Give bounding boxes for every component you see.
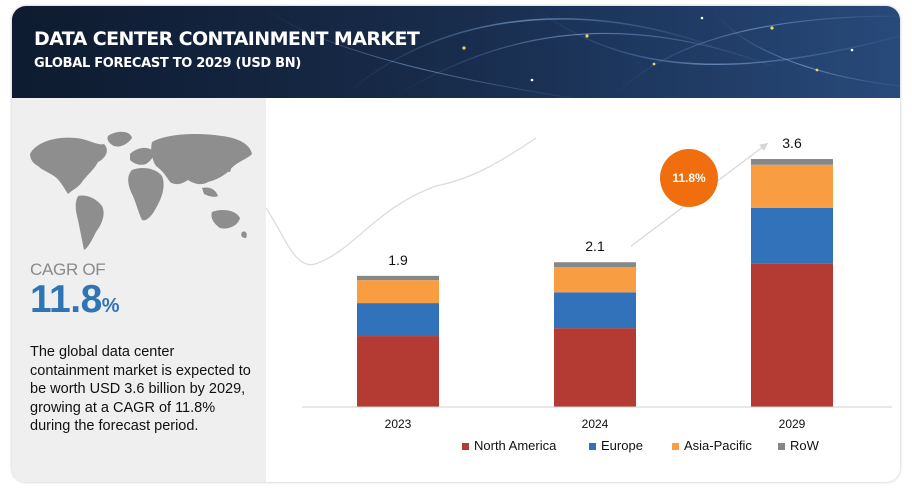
legend-swatch-europe <box>589 443 596 450</box>
cagr-label: CAGR OF <box>30 260 106 279</box>
cagr-arrowhead <box>759 143 768 152</box>
bar-row-2024 <box>554 262 636 268</box>
total-label-2023: 1.9 <box>388 252 408 268</box>
legend-label-row: RoW <box>790 438 820 453</box>
total-label-2024: 2.1 <box>585 238 605 254</box>
x-axis-labels: 2023 2024 2029 <box>385 417 806 431</box>
legend-label-asia-pacific: Asia-Pacific <box>684 438 752 453</box>
infographic-card: DATA CENTER CONTAINMENT MARKET GLOBAL FO… <box>12 6 900 482</box>
cagr-value: 11.8% <box>30 278 120 322</box>
legend-label-north-america: North America <box>474 438 557 453</box>
page-title: DATA CENTER CONTAINMENT MARKET <box>34 28 420 50</box>
bar-europe-2029 <box>751 207 833 264</box>
x-tick-label-2024: 2024 <box>582 417 609 431</box>
bar-row-2029 <box>751 159 833 165</box>
total-label-2029: 3.6 <box>782 135 802 151</box>
bar-europe-2024 <box>554 292 636 329</box>
bar-north-america-2024 <box>554 328 636 407</box>
decorative-growth-curve <box>266 137 537 266</box>
bar-europe-2023 <box>357 303 439 337</box>
bar-row-2023 <box>357 275 439 281</box>
bar-north-america-2029 <box>751 263 833 407</box>
legend-swatch-row <box>778 443 785 450</box>
world-map-icon <box>30 131 252 250</box>
x-tick-label-2023: 2023 <box>385 417 412 431</box>
page-subtitle: GLOBAL FORECAST TO 2029 (USD BN) <box>34 56 301 71</box>
x-tick-label-2029: 2029 <box>779 417 806 431</box>
header-banner: DATA CENTER CONTAINMENT MARKET GLOBAL FO… <box>12 6 900 98</box>
bar-group <box>357 159 833 407</box>
summary-panel: CAGR OF 11.8% The global data center con… <box>12 98 266 482</box>
bar-north-america-2023 <box>357 336 439 407</box>
stacked-bar-chart: 2023 2024 2029 1.9 2.1 3.6 11.8% North Ameri… <box>266 135 892 453</box>
cagr-bubble <box>660 149 718 207</box>
cagr-percent-sign: % <box>101 295 120 317</box>
legend-swatch-north-america <box>462 443 469 450</box>
banner-light-trails <box>261 6 900 98</box>
legend-label-europe: Europe <box>601 438 643 453</box>
cagr-number: 11.8 <box>30 278 102 321</box>
total-labels: 1.9 2.1 3.6 <box>388 135 802 268</box>
market-description: The global data center containment marke… <box>30 344 251 434</box>
cagr-bubble-label: 11.8% <box>672 171 706 185</box>
legend-swatch-asia-pacific <box>672 443 679 450</box>
bar-asia-pacific-2029 <box>751 164 833 208</box>
chart-legend: North America Europe Asia-Pacific RoW <box>462 438 820 453</box>
bar-asia-pacific-2024 <box>554 267 636 293</box>
bar-asia-pacific-2023 <box>357 280 439 304</box>
